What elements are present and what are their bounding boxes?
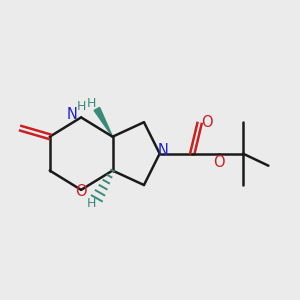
Polygon shape <box>94 107 112 137</box>
Text: H: H <box>87 97 96 110</box>
Text: N: N <box>158 143 169 158</box>
Text: O: O <box>75 184 87 199</box>
Text: H: H <box>76 100 86 113</box>
Text: H: H <box>87 197 96 210</box>
Text: O: O <box>213 154 225 169</box>
Text: N: N <box>67 107 77 122</box>
Text: O: O <box>201 115 213 130</box>
